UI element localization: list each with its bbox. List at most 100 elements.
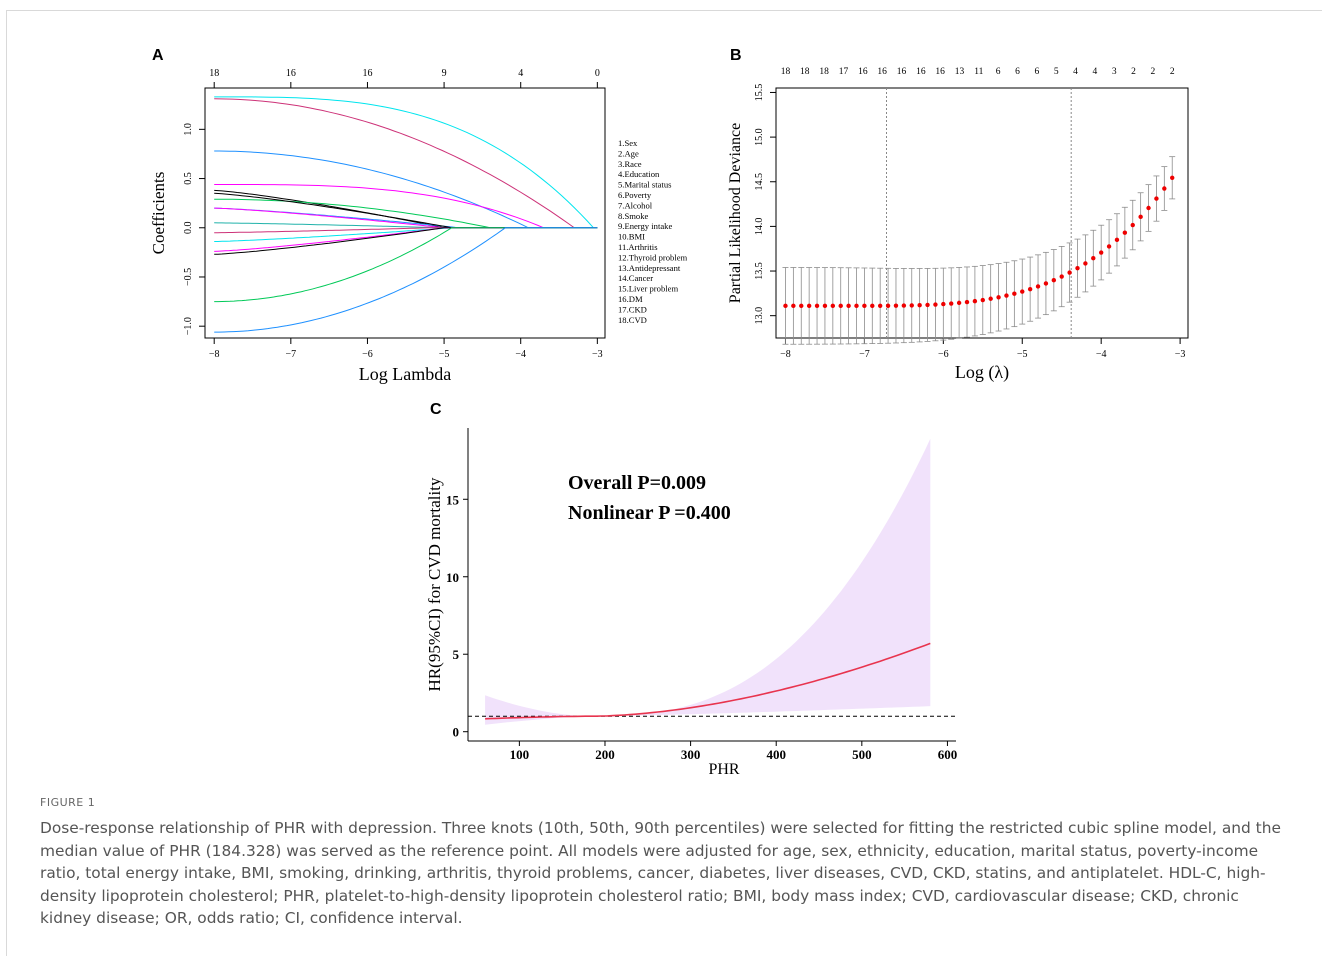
legend-entry: 18.CVD	[618, 315, 647, 325]
annotation-nonlinear-p: Nonlinear P =0.400	[568, 502, 731, 524]
top-tick-label: 16	[935, 67, 945, 77]
panel-b-deviance: B −8 −7 −6 −5 −4 −3 13.0 13.5 14.0 14.5 15.0 15.5 Lo…	[718, 38, 1198, 388]
legend-entry: 6.Poverty	[618, 190, 652, 200]
deviance-point	[1114, 237, 1120, 243]
x-tick-label: 500	[852, 747, 872, 762]
top-tick-label: 11	[974, 67, 983, 77]
y-tick-label: 1.0	[183, 123, 194, 136]
x-tick-label: −4	[515, 349, 526, 360]
deviance-point	[1170, 175, 1175, 180]
deviance-point	[1122, 230, 1128, 235]
top-tick-label: 6	[996, 67, 1001, 77]
top-tick-label: 0	[595, 68, 600, 79]
top-tick-label: 2	[1170, 67, 1175, 77]
deviance-point	[799, 303, 804, 309]
panel-c-spline: C 100 200 300 400 500 600 0 5 10 15 PHR HR(95%CI) f…	[418, 396, 978, 788]
deviance-point	[1012, 291, 1017, 296]
deviance-point	[1027, 286, 1033, 292]
y-tick-label: 14.5	[754, 173, 765, 191]
panel-a-letter: A	[152, 47, 164, 64]
deviance-point	[838, 303, 843, 309]
x-tick-label: 600	[938, 747, 958, 762]
deviance-point	[949, 301, 954, 306]
coefficient-path	[214, 96, 598, 229]
top-tick-label: 18	[209, 68, 219, 79]
legend-entry: 3.Race	[618, 159, 642, 169]
top-tick-label: 9	[442, 68, 447, 79]
x-tick-label: 100	[510, 747, 530, 762]
legend-entry: 9.Energy intake	[618, 221, 672, 231]
deviance-point	[964, 299, 970, 305]
x-tick-label: −7	[859, 349, 870, 360]
figure-caption: FIGURE 1 Dose-response relationship of P…	[40, 796, 1290, 930]
y-tick-label: 15.5	[754, 84, 765, 102]
top-tick-label: 17	[839, 67, 849, 77]
deviance-point	[1130, 222, 1135, 228]
deviance-point	[988, 296, 993, 301]
top-tick-label: 18	[800, 67, 810, 77]
top-tick-label: 16	[897, 67, 907, 77]
y-axis-label: Partial Likelihood Deviance	[727, 123, 744, 303]
top-tick-label: 5	[1054, 67, 1059, 77]
coefficient-path	[214, 227, 598, 255]
panel-a-lasso-coefficients: A −8 18 −7 16 −6 16 −5 9 −4 4 −3 0 −1.0 −0.5 0.0 0.5 1.0…	[140, 38, 700, 388]
x-axis-label: PHR	[708, 761, 739, 778]
deviance-point	[925, 302, 930, 308]
y-tick-label: 15.0	[754, 128, 765, 146]
deviance-point	[814, 303, 820, 309]
deviance-point	[1075, 265, 1080, 271]
coefficient-path	[214, 192, 598, 229]
y-tick-label: 10	[446, 570, 459, 585]
y-tick-label: 14.0	[754, 218, 765, 236]
x-tick-label: −3	[592, 349, 603, 360]
legend-entry: 8.Smoke	[618, 211, 649, 221]
top-tick-label: 2	[1131, 67, 1136, 77]
x-tick-label: −8	[780, 349, 791, 360]
coefficient-path	[214, 227, 598, 234]
deviance-point	[862, 303, 867, 309]
top-tick-label: 18	[781, 67, 791, 77]
coefficient-path	[214, 150, 598, 229]
coefficient-path	[214, 227, 598, 242]
figure-frame	[6, 10, 1322, 956]
caption-text: Dose-response relationship of PHR with d…	[40, 819, 1281, 927]
deviance-point	[846, 303, 851, 309]
deviance-point	[870, 303, 875, 309]
legend-entry: 7.Alcohol	[618, 200, 653, 210]
top-tick-label: 4	[518, 68, 523, 79]
deviance-point	[917, 302, 922, 308]
coefficient-path	[214, 207, 598, 229]
deviance-point	[972, 298, 978, 304]
top-tick-label: 3	[1112, 67, 1117, 77]
deviance-point	[1162, 186, 1167, 191]
hr-curve	[485, 642, 931, 720]
x-tick-label: 300	[681, 747, 701, 762]
legend-entry: 16.DM	[618, 294, 643, 304]
deviance-point	[783, 303, 788, 309]
legend-entry: 5.Marital status	[618, 180, 672, 190]
top-tick-label: 16	[286, 68, 296, 79]
deviance-point	[1146, 205, 1151, 211]
x-axis-label: Log (λ)	[955, 362, 1009, 383]
deviance-point	[885, 303, 891, 308]
legend-entry: 13.Antidepressant	[618, 263, 681, 273]
x-tick-label: −6	[362, 349, 373, 360]
caption-label: FIGURE 1	[40, 796, 96, 809]
legend-entry: 17.CKD	[618, 304, 647, 314]
deviance-point	[1154, 196, 1159, 201]
coefficient-path	[214, 222, 598, 229]
deviance-point	[1004, 293, 1009, 298]
x-tick-label: −4	[1096, 349, 1107, 360]
deviance-point	[806, 303, 812, 309]
deviance-point	[1051, 277, 1057, 283]
deviance-point	[1067, 270, 1072, 275]
deviance-point	[901, 303, 907, 308]
panel-c-svg: C 100 200 300 400 500 600 0 5 10 15 PHR HR(95%CI) f…	[425, 401, 958, 778]
top-tick-label: 6	[1015, 67, 1020, 77]
coefficient-path	[214, 227, 598, 333]
deviance-point	[1098, 250, 1104, 255]
x-tick-label: −5	[439, 349, 450, 360]
deviance-point	[830, 303, 836, 309]
y-tick-label: −1.0	[183, 317, 194, 335]
legend-entry: 11.Arthritis	[618, 242, 658, 252]
